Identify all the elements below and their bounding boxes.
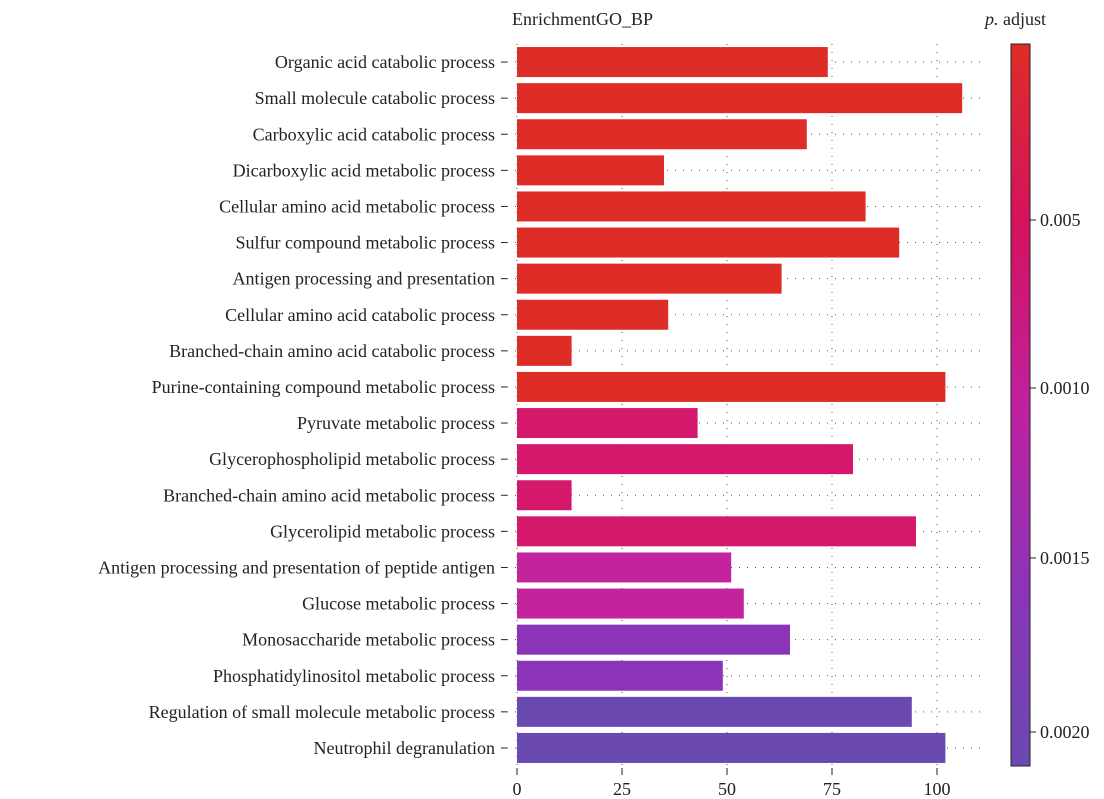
bar (517, 624, 790, 655)
bar (517, 263, 782, 294)
colorbar-tick-label: 0.0010 (1040, 378, 1090, 398)
x-tick-label: 100 (924, 779, 951, 799)
category-label: Sulfur compound metabolic process (236, 233, 495, 253)
colorbar-tick-label: 0.0015 (1040, 548, 1090, 568)
chart-title: EnrichmentGO_BP (512, 9, 653, 29)
x-tick-label: 0 (513, 779, 522, 799)
bar (517, 119, 807, 150)
category-labels: Organic acid catabolic process Small mole… (98, 52, 507, 758)
category-label: Antigen processing and presentation of p… (98, 557, 495, 577)
category-label: Glucose metabolic process (302, 594, 495, 614)
category-label: Glycerolipid metabolic process (270, 521, 495, 541)
category-label: Small molecule catabolic process (255, 88, 495, 108)
bar (517, 732, 946, 763)
bars (517, 47, 963, 763)
category-label: Branched-chain amino acid metabolic proc… (163, 485, 495, 505)
bar (517, 480, 572, 511)
bar (517, 299, 669, 330)
category-label: Branched-chain amino acid catabolic proc… (169, 341, 495, 361)
bar (517, 191, 866, 222)
category-label: Glycerophospholipid metabolic process (209, 449, 495, 469)
category-label: Neutrophil degranulation (314, 738, 495, 758)
bar (517, 552, 732, 583)
bar (517, 516, 916, 547)
colorbar (1010, 43, 1031, 767)
bar (517, 444, 853, 475)
legend-title-italic: p. (983, 9, 999, 29)
category-label: Pyruvate metabolic process (297, 413, 495, 433)
category-label: Cellular amino acid catabolic process (225, 305, 495, 325)
category-label: Regulation of small molecule metabolic p… (149, 702, 495, 722)
x-tick-label: 75 (823, 779, 841, 799)
x-axis: 0 25 50 75 100 (513, 768, 951, 799)
bar (517, 83, 963, 114)
x-tick-label: 25 (613, 779, 631, 799)
category-label: Organic acid catabolic process (275, 52, 495, 72)
category-label: Cellular amino acid metabolic process (219, 196, 495, 216)
category-label: Monosaccharide metabolic process (242, 630, 495, 650)
category-label: Purine-containing compound metabolic pro… (152, 377, 495, 397)
bar (517, 696, 912, 727)
bar (517, 660, 723, 691)
bar (517, 408, 698, 439)
grid (507, 44, 985, 766)
category-label: Dicarboxylic acid metabolic process (233, 160, 495, 180)
x-tick-label: 50 (718, 779, 736, 799)
bar (517, 588, 744, 619)
legend-title-rest: adjust (999, 9, 1047, 29)
category-label: Carboxylic acid catabolic process (253, 124, 495, 144)
category-label: Phosphatidylinositol metabolic process (213, 666, 495, 686)
bar (517, 155, 664, 186)
bar (517, 47, 828, 78)
bar (517, 335, 572, 366)
colorbar-tick-label: 0.005 (1040, 210, 1081, 230)
colorbar-tick-label: 0.0020 (1040, 722, 1090, 742)
bar (517, 227, 900, 258)
color-legend: p. adjust 0.005 0.0010 0.0015 0.0020 (983, 9, 1090, 767)
bar (517, 371, 946, 402)
category-label: Antigen processing and presentation (233, 269, 495, 289)
legend-title: p. adjust (983, 9, 1046, 29)
